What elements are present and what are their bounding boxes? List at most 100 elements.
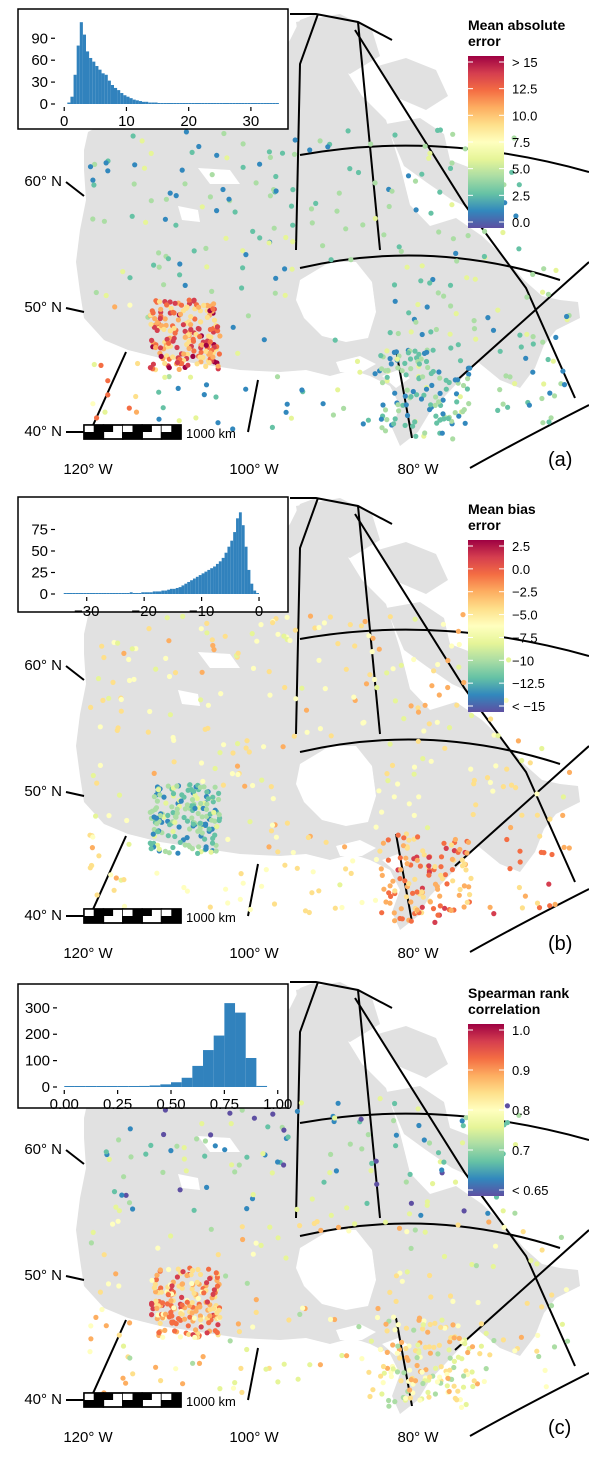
- colorbar-tick-label: −10: [512, 653, 534, 668]
- station-point: [548, 1303, 555, 1309]
- histogram-bar: [224, 552, 228, 594]
- station-point: [173, 1366, 179, 1372]
- station-point: [517, 332, 523, 338]
- station-point: [516, 1112, 522, 1118]
- station-point: [166, 673, 173, 680]
- histogram-bar: [229, 103, 233, 104]
- station-point: [508, 824, 514, 831]
- station-point: [384, 670, 390, 676]
- histogram-bar: [107, 80, 111, 104]
- station-point: [87, 1349, 93, 1355]
- station-point: [469, 1261, 475, 1268]
- station-point: [235, 1321, 241, 1327]
- station-point: [306, 909, 312, 916]
- station-point: [465, 376, 471, 382]
- station-point: [417, 863, 423, 869]
- histogram-bar: [195, 576, 199, 594]
- histogram-bar: [256, 1085, 268, 1087]
- station-point: [299, 685, 305, 691]
- meridian-120w: [89, 1319, 127, 1401]
- station-point: [169, 1283, 175, 1289]
- graticule: [65, 13, 589, 469]
- station-point: [307, 613, 314, 619]
- station-point: [133, 409, 140, 415]
- station-point: [393, 1143, 399, 1149]
- station-point: [542, 1367, 548, 1373]
- station-point: [285, 1134, 291, 1140]
- station-point: [235, 741, 241, 747]
- station-point: [273, 173, 279, 180]
- station-point: [180, 322, 186, 328]
- station-point: [426, 155, 432, 161]
- station-point: [328, 1151, 334, 1157]
- station-point: [507, 866, 513, 872]
- station-point: [226, 196, 232, 202]
- station-point: [454, 399, 460, 405]
- x-tick-label: −20: [131, 603, 156, 620]
- station-point: [368, 1338, 374, 1344]
- station-point: [511, 381, 518, 387]
- station-point: [166, 365, 172, 371]
- station-point: [407, 1395, 413, 1401]
- station-point: [244, 1280, 250, 1286]
- arctic-island: [378, 1026, 448, 1078]
- station-point: [118, 708, 124, 714]
- station-point: [206, 1320, 212, 1326]
- station-point: [235, 350, 241, 356]
- station-point: [547, 816, 553, 822]
- station-point: [108, 872, 114, 878]
- station-point: [375, 1305, 381, 1312]
- station-point: [275, 631, 281, 637]
- station-point: [148, 198, 154, 204]
- station-point: [207, 326, 213, 333]
- station-point: [500, 401, 506, 407]
- station-point: [321, 620, 327, 626]
- station-point: [238, 1365, 244, 1371]
- station-point: [547, 390, 553, 396]
- station-point: [473, 336, 479, 342]
- station-point: [173, 1321, 179, 1327]
- station-point: [465, 1349, 471, 1356]
- histogram-bar: [138, 1085, 150, 1087]
- station-point: [440, 411, 446, 417]
- station-point: [537, 833, 543, 839]
- histogram-bar: [101, 593, 104, 594]
- station-point: [205, 702, 211, 708]
- station-point: [433, 1365, 439, 1371]
- station-point: [519, 905, 526, 911]
- station-point: [387, 614, 393, 620]
- station-point: [281, 1162, 287, 1168]
- histogram-bar: [213, 566, 216, 594]
- station-point: [404, 845, 410, 851]
- station-point: [177, 272, 183, 278]
- station-point: [436, 692, 442, 698]
- station-point: [394, 356, 400, 362]
- station-point: [292, 627, 298, 633]
- station-point: [504, 1103, 510, 1109]
- station-point: [196, 143, 202, 150]
- station-point: [432, 1320, 438, 1326]
- station-point: [167, 712, 173, 718]
- parallel-60n: [299, 738, 561, 765]
- station-point: [194, 1279, 200, 1285]
- histogram-bar: [73, 74, 77, 104]
- station-point: [229, 1162, 235, 1168]
- station-point: [246, 749, 252, 755]
- station-point: [201, 392, 207, 398]
- station-point: [170, 338, 176, 344]
- station-point: [445, 657, 451, 664]
- station-point: [411, 812, 417, 818]
- station-point: [275, 1379, 281, 1385]
- histogram-bar: [181, 1077, 193, 1087]
- station-point: [517, 848, 523, 854]
- latitude-label: 50° N: [24, 299, 62, 316]
- station-point: [539, 745, 545, 752]
- station-point: [215, 420, 221, 426]
- station-point: [191, 248, 197, 254]
- station-point: [398, 248, 404, 254]
- station-point: [412, 1378, 419, 1384]
- station-point: [390, 1366, 396, 1372]
- histogram-bar: [110, 85, 114, 104]
